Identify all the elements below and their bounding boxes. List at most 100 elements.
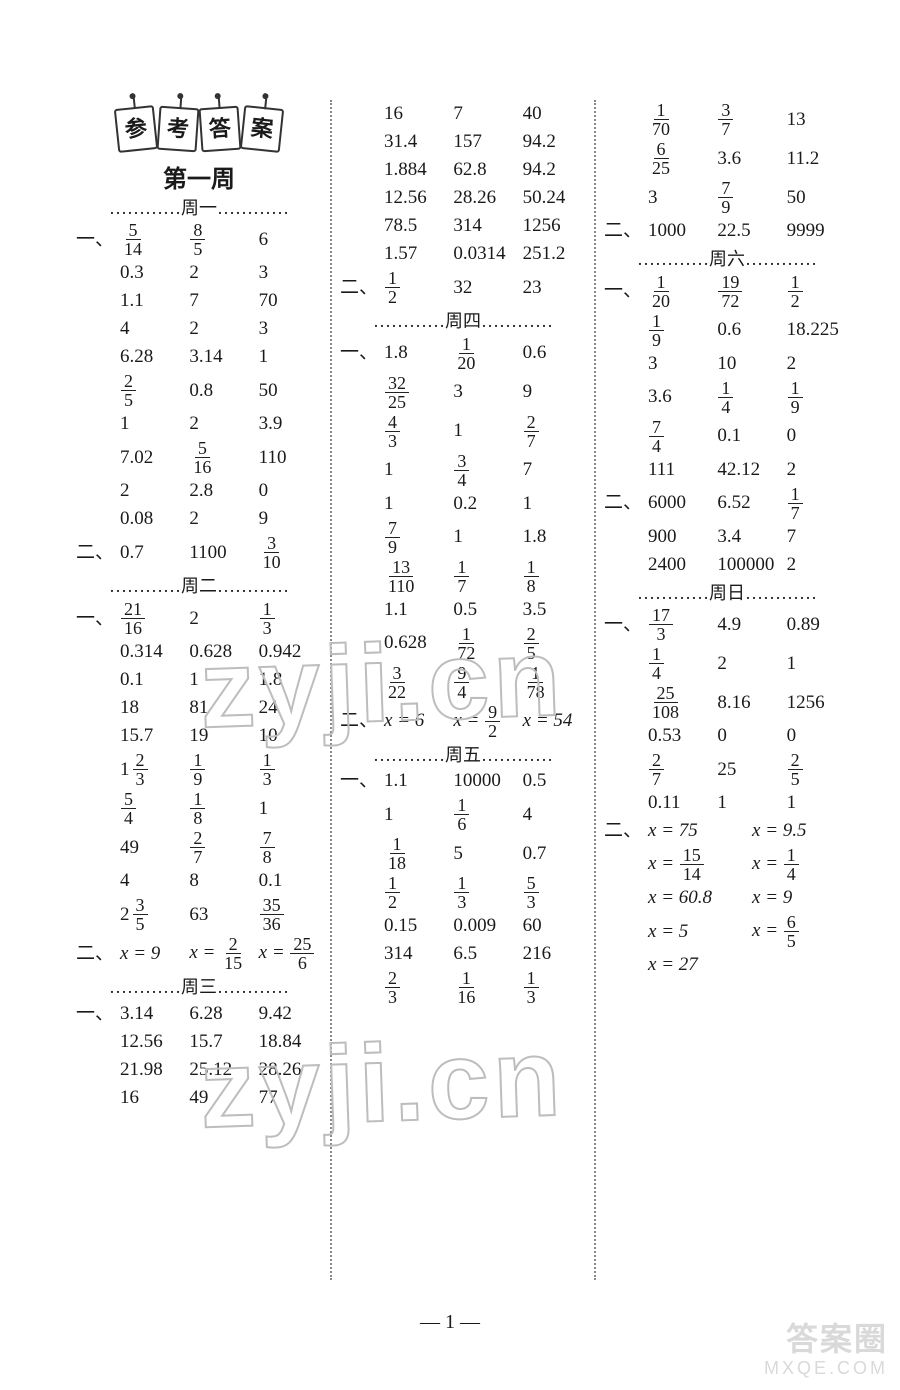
answer-value: x = 6 [380, 710, 449, 732]
answer-row: 1164 [338, 795, 588, 834]
answer-value: 170 [644, 100, 713, 139]
answer-value: 2 [783, 459, 852, 481]
answer-value: 19 [783, 378, 852, 417]
answer-row: 322539 [338, 373, 588, 412]
answer-row: 272525 [602, 750, 852, 789]
answer-value: x = 65 [748, 912, 852, 951]
answer-value: 13 [255, 750, 324, 789]
answer-value: 22.5 [713, 220, 782, 242]
banner-char: 考 [157, 106, 200, 153]
answer-row: 0.3140.6280.942 [74, 638, 324, 666]
answer-row: 32294178 [338, 663, 588, 702]
answer-value: 10 [713, 353, 782, 375]
answer-row: 121353 [338, 873, 588, 912]
section-label: 一、 [602, 614, 644, 636]
answer-value: 2 [116, 480, 185, 502]
answer-row: 492778 [74, 828, 324, 867]
answer-value: 178 [519, 663, 588, 702]
answer-row: 2311613 [338, 968, 588, 1007]
answer-value: 14 [644, 644, 713, 683]
answer-value: 12.56 [116, 1031, 185, 1053]
sat-section-2: 二、60006.52179003.4724001000002 [602, 484, 852, 579]
section-label: 二、 [74, 542, 116, 564]
answer-value: 1256 [519, 215, 588, 237]
answer-row: 131101718 [338, 557, 588, 596]
answer-row: 7.02516110 [74, 438, 324, 477]
answer-value: 25 [116, 371, 185, 410]
answer-row: 235633536 [74, 895, 324, 934]
answer-value: 60 [519, 915, 588, 937]
answer-value: 7.02 [116, 447, 185, 469]
answer-row: 31.415794.2 [338, 128, 588, 156]
answer-value: 6000 [644, 492, 713, 514]
answer-row: 164977 [74, 1084, 324, 1112]
answer-value: 172 [449, 624, 518, 663]
answer-value: 2 [185, 318, 254, 340]
answer-value: 50 [255, 380, 324, 402]
answer-row: 0.62817225 [338, 624, 588, 663]
corner-watermark-line2: MXQE.COM [764, 1358, 888, 1380]
mon-section-2: 二、0.71100310 [74, 533, 324, 572]
answer-value: 14 [713, 378, 782, 417]
answer-value: 15.7 [185, 1031, 254, 1053]
answer-value: 18 [116, 697, 185, 719]
answer-value: 3.14 [185, 346, 254, 368]
wed-section-2: 二、123223 [338, 268, 588, 307]
answer-value: 4.9 [713, 614, 782, 636]
answer-value: 1 [519, 493, 588, 515]
answer-value: 1000 [644, 220, 713, 242]
answer-value: 25.12 [185, 1059, 254, 1081]
answer-row: 二、x = 6x = 92x = 54 [338, 702, 588, 741]
answer-row: 1347 [338, 451, 588, 490]
answer-value: 120 [449, 334, 518, 373]
answer-row: 二、x = 9x = 215x = 256 [74, 934, 324, 973]
fri-section-2: 二、100022.59999 [602, 217, 852, 245]
answer-value: 1.884 [380, 159, 449, 181]
answer-value: 2 [185, 413, 254, 435]
answer-value: 34 [449, 451, 518, 490]
answer-value: 1 [449, 526, 518, 548]
answer-value: 0.628 [380, 632, 449, 654]
day-separator-sun: …………周日………… [602, 583, 852, 604]
answer-value: 13110 [380, 557, 449, 596]
answer-value: 25 [519, 624, 588, 663]
answer-value: 0.314 [116, 641, 185, 663]
answer-row: 10.21 [338, 490, 588, 518]
answer-value: 5 [449, 843, 518, 865]
section-label: 一、 [602, 280, 644, 302]
answer-row: 一、1.1100000.5 [338, 767, 588, 795]
column-1: 参 考 答 案 第一周 …………周一………… 一、5148560.3231.17… [68, 100, 330, 1280]
answer-value: 0.08 [116, 508, 185, 530]
answer-value: 3.14 [116, 1003, 185, 1025]
columns: 参 考 答 案 第一周 …………周一………… 一、5148560.3231.17… [68, 100, 858, 1280]
answer-value: 94.2 [519, 159, 588, 181]
answer-value: 123 [116, 750, 185, 789]
answer-value: 235 [116, 895, 185, 934]
answer-value: 79 [713, 178, 782, 217]
answer-value: 18.84 [255, 1031, 324, 1053]
answer-value: 81 [185, 697, 254, 719]
answer-value: 15.7 [116, 725, 185, 747]
answer-row: 123.9 [74, 410, 324, 438]
answer-row: 250.850 [74, 371, 324, 410]
answer-value: 1 [713, 792, 782, 814]
answer-row: 0.323 [74, 259, 324, 287]
answer-value: 37 [713, 100, 782, 139]
answer-value: 3 [644, 187, 713, 209]
day-separator-thu: …………周四………… [338, 311, 588, 332]
answer-value: 2116 [116, 599, 185, 638]
day-separator-sat: …………周六………… [602, 249, 852, 270]
answer-row: 1703713 [602, 100, 852, 139]
answer-value: 1100 [185, 542, 254, 564]
answer-value: 70 [255, 290, 324, 312]
answer-row: 1421 [602, 644, 852, 683]
section-label: 二、 [602, 220, 644, 242]
answer-value: 1 [380, 493, 449, 515]
answer-row: 78.53141256 [338, 212, 588, 240]
answer-row: 0.1111 [602, 789, 852, 817]
answer-value: 0 [255, 480, 324, 502]
answer-value: 1 [449, 420, 518, 442]
banner-char: 案 [240, 105, 284, 153]
answer-value: 10000 [449, 770, 518, 792]
answer-value: x = 256 [255, 934, 324, 973]
